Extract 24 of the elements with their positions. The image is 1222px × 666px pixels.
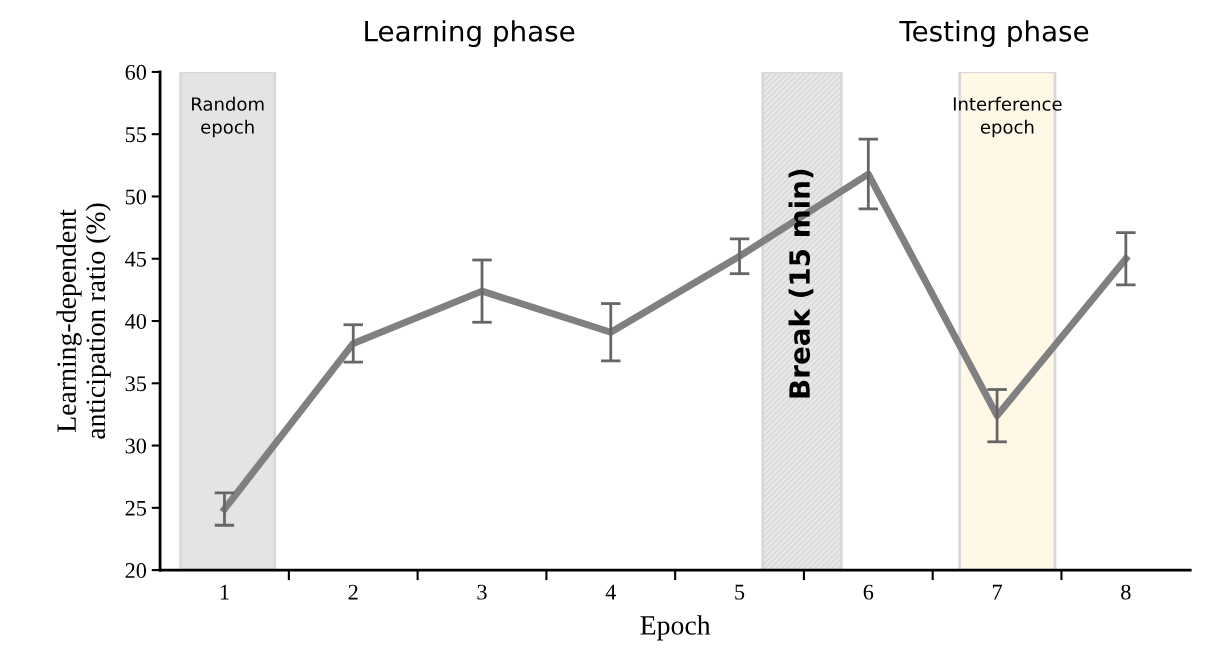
x-tick-label: 1 xyxy=(220,584,229,600)
x-tick-label: 5 xyxy=(735,584,745,600)
x-tick-label: 8 xyxy=(1121,584,1131,600)
band-label: Break (15 min) xyxy=(788,169,814,398)
x-tick-label: 2 xyxy=(348,584,358,600)
y-tick-label: 35 xyxy=(125,376,147,392)
x-tick-label: 3 xyxy=(477,584,487,600)
y-tick-label: 45 xyxy=(125,251,147,267)
y-axis-title: Learning-dependent anticipation ratio (%) xyxy=(56,203,111,439)
y-tick-label: 30 xyxy=(125,438,147,454)
x-tick-label: 4 xyxy=(605,584,616,600)
y-tick-label: 55 xyxy=(125,127,147,143)
y-tick-label: 60 xyxy=(125,64,147,80)
x-tick-label: 6 xyxy=(863,584,874,600)
text: Learning phase xyxy=(365,20,575,48)
y-tick-label: 50 xyxy=(125,189,147,205)
text: Testing phase xyxy=(899,20,1089,48)
y-tick-label: 20 xyxy=(125,563,147,579)
x-tick-label: 7 xyxy=(992,584,1002,600)
band-label: Interference epoch xyxy=(953,96,1062,138)
x-axis-title: Epoch xyxy=(640,615,711,641)
band-label: Random epoch xyxy=(192,96,264,138)
y-tick-label: 25 xyxy=(125,500,147,516)
y-tick-label: 40 xyxy=(125,313,147,329)
